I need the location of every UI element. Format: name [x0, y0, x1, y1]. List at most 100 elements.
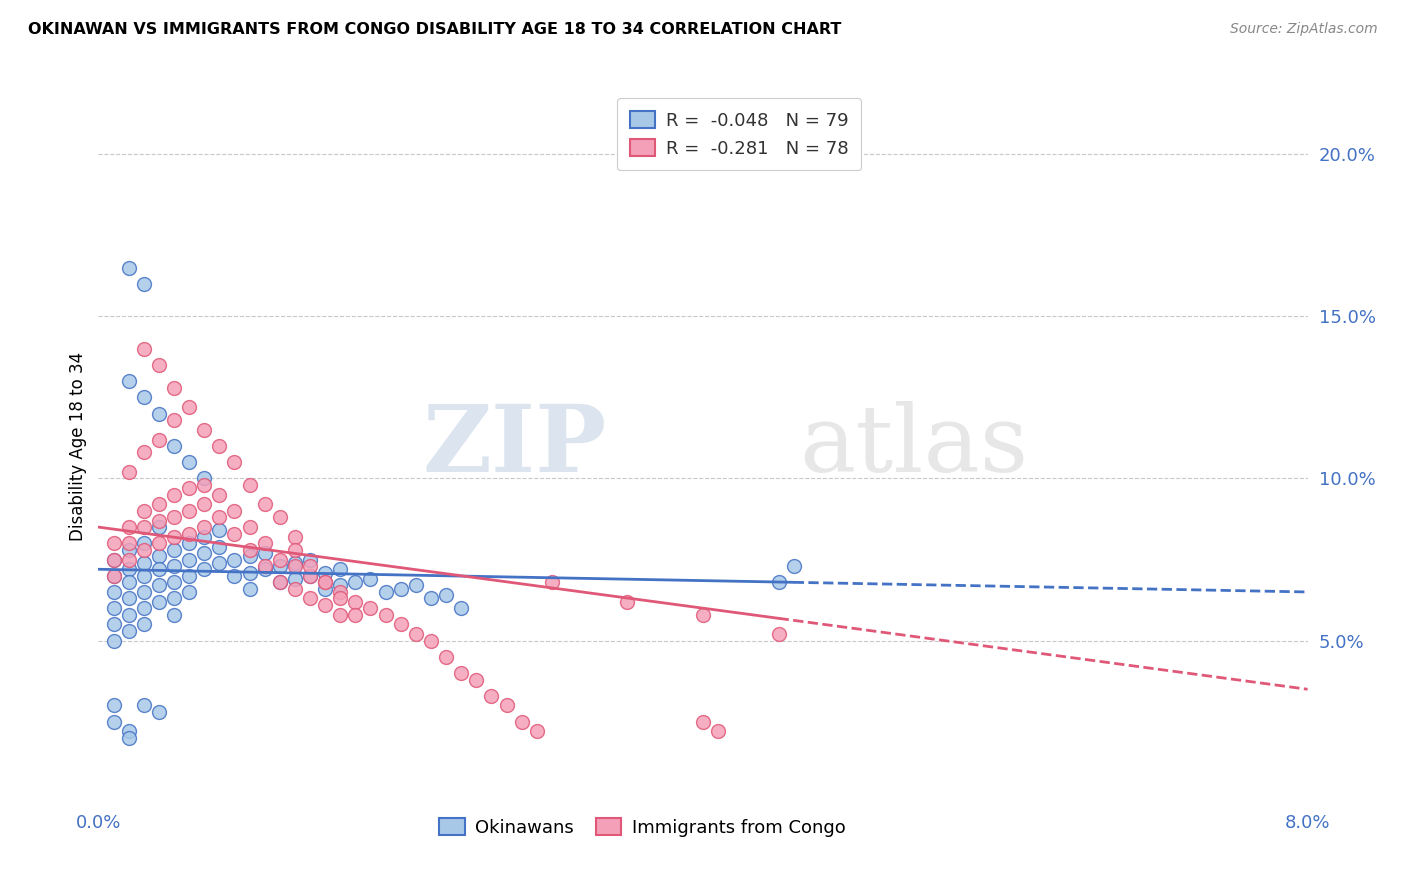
Point [132, 568, 155, 582]
Point [208, 540, 231, 554]
Point [163, 381, 186, 395]
Point [284, 559, 307, 574]
Point [193, 546, 215, 560]
Point [224, 526, 246, 541]
Point [148, 549, 170, 564]
Point [495, 698, 517, 713]
Point [526, 724, 548, 739]
Point [179, 504, 201, 518]
Point [118, 607, 141, 622]
Point [224, 504, 246, 518]
Point [179, 400, 201, 414]
Point [193, 478, 215, 492]
Point [224, 552, 246, 566]
Point [692, 607, 714, 622]
Point [329, 562, 352, 576]
Point [118, 465, 141, 479]
Point [783, 559, 806, 574]
Point [253, 536, 276, 550]
Point [299, 591, 322, 606]
Point [299, 559, 322, 574]
Point [253, 497, 276, 511]
Point [132, 536, 155, 550]
Point [132, 390, 155, 404]
Point [118, 562, 141, 576]
Point [707, 724, 730, 739]
Point [314, 575, 336, 590]
Point [269, 559, 291, 574]
Point [405, 627, 427, 641]
Point [132, 445, 155, 459]
Point [208, 556, 231, 570]
Point [103, 698, 125, 713]
Point [118, 575, 141, 590]
Point [103, 633, 125, 648]
Point [179, 585, 201, 599]
Point [389, 617, 412, 632]
Point [103, 568, 125, 582]
Point [314, 566, 336, 580]
Point [360, 572, 382, 586]
Point [193, 471, 215, 485]
Point [148, 433, 170, 447]
Point [103, 714, 125, 729]
Point [253, 562, 276, 576]
Point [239, 478, 262, 492]
Point [118, 731, 141, 745]
Point [193, 423, 215, 437]
Point [405, 578, 427, 592]
Point [103, 601, 125, 615]
Point [314, 582, 336, 596]
Point [148, 536, 170, 550]
Point [132, 504, 155, 518]
Point [224, 455, 246, 469]
Point [329, 585, 352, 599]
Point [148, 514, 170, 528]
Point [163, 559, 186, 574]
Point [179, 536, 201, 550]
Point [269, 552, 291, 566]
Point [465, 673, 488, 687]
Point [132, 520, 155, 534]
Point [239, 566, 262, 580]
Point [284, 542, 307, 557]
Text: ZIP: ZIP [422, 401, 606, 491]
Point [118, 536, 141, 550]
Point [118, 260, 141, 275]
Point [344, 575, 367, 590]
Point [434, 649, 457, 664]
Point [193, 520, 215, 534]
Point [239, 542, 262, 557]
Point [284, 572, 307, 586]
Point [481, 689, 503, 703]
Point [148, 520, 170, 534]
Point [163, 575, 186, 590]
Point [253, 546, 276, 560]
Point [179, 481, 201, 495]
Point [299, 568, 322, 582]
Point [103, 552, 125, 566]
Point [118, 591, 141, 606]
Point [163, 607, 186, 622]
Point [253, 559, 276, 574]
Point [132, 542, 155, 557]
Point [299, 552, 322, 566]
Point [163, 530, 186, 544]
Point [103, 536, 125, 550]
Point [118, 724, 141, 739]
Point [132, 556, 155, 570]
Text: Source: ZipAtlas.com: Source: ZipAtlas.com [1230, 22, 1378, 37]
Point [132, 601, 155, 615]
Point [269, 575, 291, 590]
Point [148, 562, 170, 576]
Point [510, 714, 533, 729]
Point [132, 277, 155, 291]
Point [239, 582, 262, 596]
Text: OKINAWAN VS IMMIGRANTS FROM CONGO DISABILITY AGE 18 TO 34 CORRELATION CHART: OKINAWAN VS IMMIGRANTS FROM CONGO DISABI… [28, 22, 842, 37]
Point [193, 530, 215, 544]
Point [374, 607, 396, 622]
Point [768, 627, 790, 641]
Point [118, 374, 141, 388]
Point [163, 488, 186, 502]
Point [148, 705, 170, 719]
